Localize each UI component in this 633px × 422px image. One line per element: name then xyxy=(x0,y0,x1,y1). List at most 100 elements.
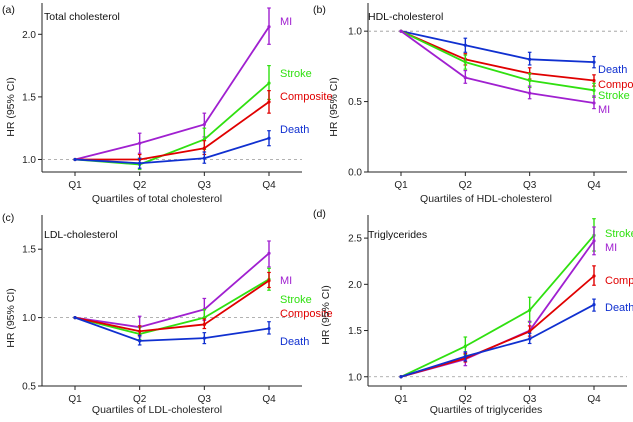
data-point xyxy=(267,251,271,255)
y-tick-label: 0.5 xyxy=(22,382,36,393)
series-line-composite xyxy=(400,275,595,378)
data-point xyxy=(399,375,403,379)
series-line-mi xyxy=(74,252,270,329)
x-axis-title: Quartiles of triglycerides xyxy=(430,404,543,416)
x-tick-label: Q3 xyxy=(523,394,537,405)
data-point xyxy=(399,29,403,33)
series-line-death xyxy=(400,30,595,64)
y-axis-title: HR (95% CI) xyxy=(5,288,17,348)
panel-title: HDL-cholesterol xyxy=(368,11,443,23)
series-mi: MI xyxy=(73,7,292,162)
series-mi: MI xyxy=(399,29,610,116)
x-axis-title: Quartiles of total cholesterol xyxy=(92,193,222,205)
series-label-death: Death xyxy=(280,336,309,348)
x-tick-label: Q4 xyxy=(587,180,601,191)
y-axis-title: HR (95% CI) xyxy=(5,77,17,137)
series-line-composite xyxy=(74,279,270,333)
panel-title: Total cholesterol xyxy=(44,11,120,23)
y-tick-label: 1.0 xyxy=(348,372,362,383)
series-label-death: Death xyxy=(605,302,633,314)
data-point xyxy=(267,25,271,29)
x-tick-label: Q3 xyxy=(198,180,212,191)
y-tick-label: 2.0 xyxy=(348,280,362,291)
data-point xyxy=(592,274,596,278)
series-label-death: Death xyxy=(280,124,309,136)
x-tick-label: Q4 xyxy=(262,394,276,405)
series-line-composite xyxy=(400,30,595,82)
y-tick-label: 2.0 xyxy=(22,30,36,41)
y-tick-label: 1.5 xyxy=(22,245,36,256)
series-line-mi xyxy=(400,240,595,378)
x-axis-title: Quartiles of HDL-cholesterol xyxy=(420,193,552,205)
y-tick-label: 1.5 xyxy=(348,326,362,337)
series-label-composite: Composite xyxy=(280,91,333,103)
panel-triglycerides: (d) Triglycerides HR (95% CI) Quartiles … xyxy=(313,208,633,416)
panel-letter: (a) xyxy=(2,4,15,16)
y-tick-label: 1.0 xyxy=(22,313,36,324)
data-point xyxy=(592,78,596,83)
series-line-composite xyxy=(75,101,270,161)
series-stroke: Stroke xyxy=(73,267,312,341)
data-point xyxy=(267,279,271,283)
series-label-composite: Composite xyxy=(605,275,633,287)
data-point xyxy=(528,57,532,61)
data-point xyxy=(528,91,532,95)
data-point xyxy=(267,100,271,104)
series-line-death xyxy=(400,303,595,378)
panel-total-cholesterol: (a) Total cholesterol HR (95% CI) Quarti… xyxy=(2,3,333,205)
data-point xyxy=(463,354,467,359)
data-point xyxy=(73,157,77,162)
data-point xyxy=(592,101,596,105)
data-point xyxy=(73,316,77,320)
y-axis-title: HR (95% CI) xyxy=(328,77,340,137)
series-stroke: Stroke xyxy=(73,64,312,171)
data-point xyxy=(138,339,142,343)
series-line-mi xyxy=(400,30,595,104)
series-death: Death xyxy=(73,316,309,348)
y-tick-label: 0.0 xyxy=(348,168,362,179)
series-death: Death xyxy=(73,124,309,169)
y-tick-label: 2.5 xyxy=(348,234,362,245)
data-point xyxy=(528,337,532,341)
panel-ldl-cholesterol: (c) LDL-cholesterol HR (95% CI) Quartile… xyxy=(2,212,333,416)
series-composite: Composite xyxy=(73,271,333,336)
series-line-death xyxy=(74,137,270,165)
x-tick-label: Q1 xyxy=(394,394,408,405)
y-tick-label: 1.0 xyxy=(348,27,362,38)
x-tick-label: Q2 xyxy=(459,180,473,191)
series-label-mi: MI xyxy=(605,242,617,254)
data-point xyxy=(202,156,206,160)
data-point xyxy=(592,88,596,92)
series-label-mi: MI xyxy=(280,275,292,287)
series-label-mi: MI xyxy=(280,16,292,28)
y-tick-label: 1.5 xyxy=(22,92,36,103)
series-label-stroke: Stroke xyxy=(280,68,312,80)
x-tick-label: Q1 xyxy=(68,180,82,191)
y-tick-label: 1.0 xyxy=(22,155,36,166)
series-label-mi: MI xyxy=(598,104,610,116)
series-line-mi xyxy=(74,26,270,161)
data-point xyxy=(202,336,206,340)
data-point xyxy=(202,122,206,127)
series-label-stroke: Stroke xyxy=(598,90,630,102)
x-tick-label: Q3 xyxy=(523,180,537,191)
series-label-stroke: Stroke xyxy=(605,228,633,240)
panel-letter: (d) xyxy=(313,208,326,220)
series-line-death xyxy=(74,316,270,342)
series-composite: Composite xyxy=(73,90,333,164)
data-point xyxy=(528,329,532,334)
series-line-stroke xyxy=(400,30,595,92)
x-axis-title: Quartiles of LDL-cholesterol xyxy=(92,404,222,416)
data-point xyxy=(138,329,142,333)
data-point xyxy=(202,322,206,327)
x-tick-label: Q4 xyxy=(587,394,601,405)
data-point xyxy=(267,136,271,140)
data-point xyxy=(138,141,142,145)
data-point xyxy=(592,60,596,64)
data-point xyxy=(592,239,596,243)
data-point xyxy=(463,60,467,64)
y-tick-label: 0.5 xyxy=(348,97,362,108)
panel-letter: (c) xyxy=(2,212,14,224)
series-label-composite: Composite xyxy=(598,79,633,91)
series-stroke: Stroke xyxy=(399,29,630,102)
